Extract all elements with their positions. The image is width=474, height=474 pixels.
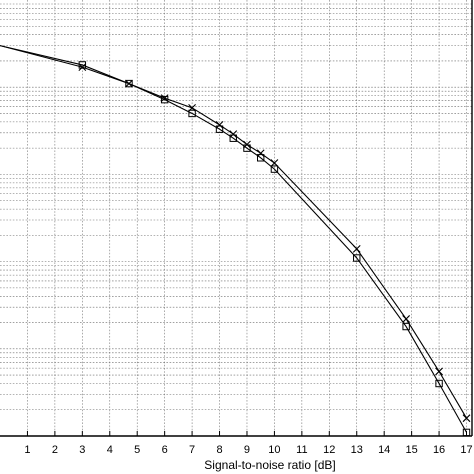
x-tick-label: 12 bbox=[323, 444, 335, 456]
series-line-x bbox=[0, 45, 467, 419]
data-point-square bbox=[257, 154, 265, 162]
x-tick-label: 10 bbox=[268, 444, 280, 456]
data-point-x bbox=[462, 414, 471, 423]
data-point-x bbox=[78, 63, 87, 71]
data-point-x bbox=[229, 130, 238, 138]
data-point-square bbox=[229, 134, 237, 142]
x-tick-label: 6 bbox=[162, 444, 168, 456]
data-point-x bbox=[435, 367, 443, 376]
series-x bbox=[0, 45, 471, 423]
data-point-square bbox=[78, 61, 87, 69]
data-point-x bbox=[188, 103, 196, 112]
plot-frame bbox=[0, 0, 473, 437]
series-line-square bbox=[0, 45, 467, 433]
data-point-x bbox=[402, 315, 411, 323]
x-tick-label: 17 bbox=[460, 444, 472, 456]
x-tick-label: 2 bbox=[52, 444, 58, 456]
data-point-x bbox=[215, 120, 224, 129]
x-tick-label: 15 bbox=[406, 444, 418, 456]
data-point-square bbox=[462, 428, 471, 437]
x-tick-label: 3 bbox=[79, 444, 85, 456]
data-point-x bbox=[270, 159, 279, 167]
data-point-square bbox=[270, 165, 279, 173]
data-point-square bbox=[188, 109, 196, 118]
data-point-square bbox=[215, 125, 224, 133]
data-point-x bbox=[125, 79, 133, 88]
series-square bbox=[0, 45, 471, 437]
x-tick-label: 1 bbox=[24, 444, 30, 456]
data-point-x bbox=[243, 140, 251, 149]
x-tick-label: 11 bbox=[296, 444, 307, 456]
x-ticks: 1 2 3 4 5 6 7 8 9 10 11 12 13 14 15 16 17 bbox=[24, 431, 473, 456]
x-tick-label: 9 bbox=[244, 444, 250, 456]
x-tick-label: 16 bbox=[433, 444, 445, 456]
grid bbox=[0, 0, 472, 437]
x-tick-label: 5 bbox=[134, 444, 140, 456]
series bbox=[0, 45, 471, 437]
x-tick-label: 7 bbox=[189, 444, 195, 456]
x-tick-label: 4 bbox=[107, 444, 113, 456]
data-point-square bbox=[402, 322, 410, 331]
data-point-square bbox=[353, 254, 361, 262]
data-point-square bbox=[125, 79, 133, 88]
x-axis-title: Signal-to-noise ratio [dB] bbox=[204, 458, 335, 472]
data-point-x bbox=[352, 244, 361, 253]
data-point-x bbox=[160, 94, 169, 102]
x-tick-label: 14 bbox=[378, 444, 390, 456]
x-tick-label: 13 bbox=[351, 444, 363, 456]
x-tick-label: 8 bbox=[216, 444, 222, 456]
data-point-square bbox=[435, 379, 443, 388]
data-point-x bbox=[256, 149, 265, 158]
